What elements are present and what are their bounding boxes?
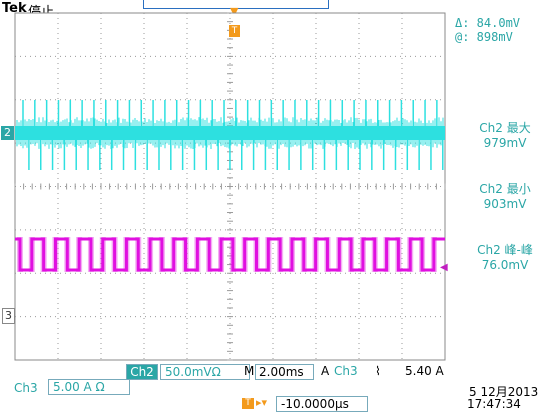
ch3-edge: [253, 237, 260, 272]
ch3-edge: [419, 237, 426, 272]
trigger-position-readout[interactable]: -10.0000µs: [276, 396, 368, 412]
ch3-edge: [17, 237, 23, 272]
ch3-edge: [52, 237, 59, 272]
ch3-edge: [241, 237, 248, 272]
measurement-value: 76.0mV: [481, 258, 529, 272]
ch3-edge: [158, 237, 165, 272]
trigger-level-arrow-icon: ◀: [440, 262, 448, 273]
time-readout: 17:47:34: [467, 397, 521, 411]
measurement-ch2-max: Ch2 最大 979mV: [460, 121, 550, 151]
ch2-channel-button[interactable]: Ch2: [126, 364, 158, 380]
ch3-edge: [111, 237, 118, 272]
ch3-edge: [383, 237, 390, 272]
main-timebase-label: M: [244, 364, 255, 378]
ch3-edge: [170, 237, 177, 272]
ch2-waveform: [15, 100, 445, 170]
ch3-channel-label[interactable]: Ch3: [14, 381, 38, 395]
ch2-volts-per-div[interactable]: 50.0mVΩ: [160, 364, 250, 380]
record-length-bar: [143, 0, 329, 9]
ch3-edge: [76, 237, 83, 272]
measurement-label: Ch2 最大: [479, 121, 531, 135]
ch3-edge: [430, 237, 437, 272]
measurement-ch2-pkpk: Ch2 峰-峰 76.0mV: [460, 243, 550, 273]
ch3-edge: [371, 237, 378, 272]
measurement-ch2-min: Ch2 最小 903mV: [460, 182, 550, 212]
ch3-edge: [277, 237, 284, 272]
trigger-marker-icon: T: [229, 25, 240, 37]
ch2-ground-marker[interactable]: 2: [1, 126, 14, 140]
measurement-value: 903mV: [483, 197, 527, 211]
ch3-edge: [312, 237, 319, 272]
cursor-at-readout: @: 898mV: [455, 30, 513, 44]
ch3-ground-marker[interactable]: 3: [2, 308, 15, 324]
ch3-edge: [40, 237, 47, 272]
ch3-edge: [336, 237, 343, 272]
ch3-edge: [348, 237, 355, 272]
trigger-edge-icon: ⌇: [375, 364, 381, 378]
ch3-edge: [194, 237, 201, 272]
ch3-edge: [359, 237, 366, 272]
trigger-position-arrow-icon: ▸▾: [256, 396, 268, 409]
ch3-waveform: [15, 237, 445, 272]
measurement-label: Ch2 峰-峰: [477, 243, 533, 257]
ch3-edge: [324, 237, 331, 272]
ch3-edge: [229, 237, 236, 272]
ch3-edge: [395, 237, 402, 272]
ch3-edge: [407, 237, 414, 272]
trigger-level-readout: 5.40 A: [405, 364, 444, 378]
ch3-edge: [265, 237, 272, 272]
ch3-edge: [99, 237, 106, 272]
ch3-scale-readout[interactable]: 5.00 A Ω: [48, 379, 130, 395]
ch3-edge: [300, 237, 307, 272]
timebase-readout[interactable]: 2.00ms: [255, 364, 314, 380]
trigger-position-icon: T: [242, 398, 254, 409]
ch3-edge: [182, 237, 189, 272]
trigger-source[interactable]: Ch3: [334, 364, 358, 378]
ch3-edge: [87, 237, 94, 272]
ch3-trace: [15, 237, 445, 272]
ch3-edge: [147, 237, 154, 272]
trigger-position-caret-icon: ▼: [230, 5, 239, 18]
brand-logo: Tek: [2, 1, 27, 16]
ch3-edge: [64, 237, 71, 272]
cursor-delta-readout: Δ: 84.0mV: [455, 16, 521, 30]
date-readout: 5 12月2013: [469, 385, 539, 399]
ch3-edge: [135, 237, 142, 272]
ch3-edge: [28, 237, 35, 272]
measurement-label: Ch2 最小: [479, 182, 531, 196]
ch3-edge: [218, 237, 225, 272]
measurement-value: 979mV: [483, 136, 527, 150]
ch3-edge: [288, 237, 295, 272]
ch3-edge: [123, 237, 130, 272]
trigger-a-label: A: [321, 364, 330, 378]
ch3-edge: [206, 237, 213, 272]
